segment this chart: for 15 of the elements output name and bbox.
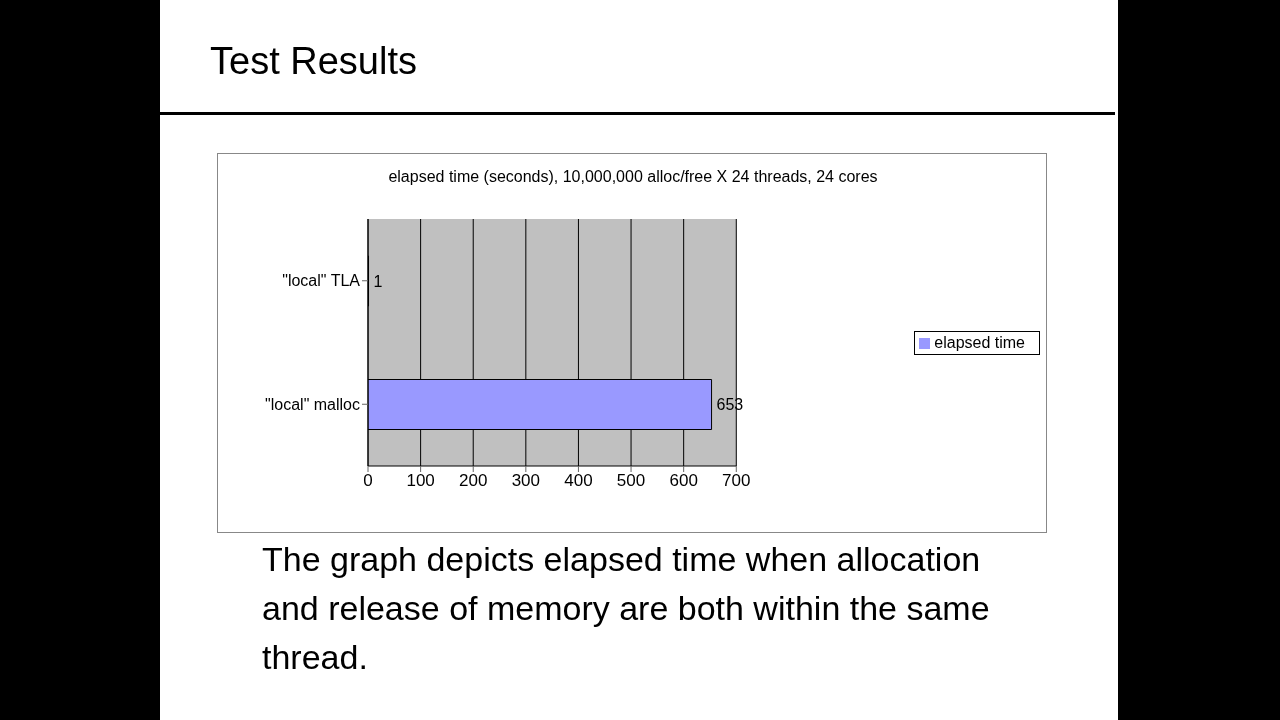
x-tick-label: 600 xyxy=(669,471,698,491)
y-tick-label: "local" TLA xyxy=(282,272,361,290)
y-tick-label: "local" malloc xyxy=(265,395,360,413)
chart-title: Test Results xyxy=(210,40,417,83)
x-tick-label: 700 xyxy=(722,471,751,491)
data-label: 1 xyxy=(373,272,383,290)
x-tick-label: 100 xyxy=(406,471,435,491)
legend-label: elapsed time xyxy=(934,334,1025,351)
x-tick-label: 0 xyxy=(363,471,373,491)
text: The graph depicts elapsed time when allocation and release of memory are both within the same thread. xyxy=(262,539,991,678)
x-tick-label: 300 xyxy=(511,471,541,491)
chart-subtitle: elapsed time (seconds), 10,000,000 alloc/free X 24 threads, 24 cores xyxy=(387,168,879,186)
x-tick-label: 200 xyxy=(459,471,488,491)
x-tick-label: 400 xyxy=(564,471,593,491)
x-tick-label: 500 xyxy=(616,471,646,491)
